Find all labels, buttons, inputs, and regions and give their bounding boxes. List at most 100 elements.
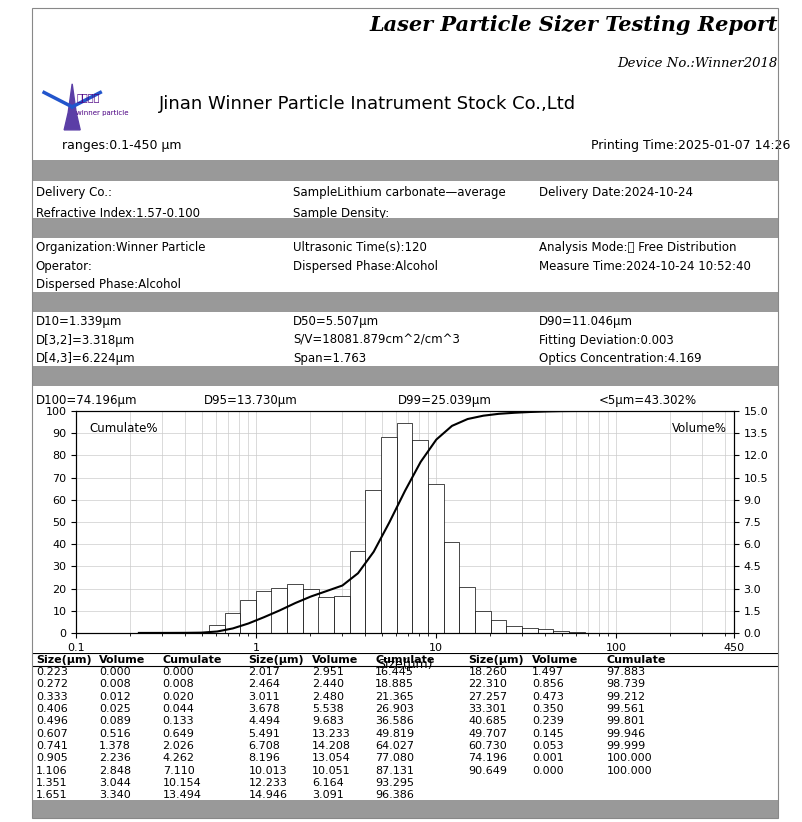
Text: 0.223: 0.223 [36,667,67,677]
Text: 2.848: 2.848 [99,765,132,776]
Text: 4.262: 4.262 [163,753,195,764]
Text: 5.491: 5.491 [249,728,280,739]
Text: 0.020: 0.020 [163,691,194,702]
Text: 99.561: 99.561 [606,704,646,714]
Text: 4.494: 4.494 [249,716,281,727]
Text: 90.649: 90.649 [468,765,508,776]
Text: 100.000: 100.000 [606,765,652,776]
Text: 5.538: 5.538 [312,704,343,714]
Text: Refractive Index:1.57-0.100: Refractive Index:1.57-0.100 [36,207,200,219]
Bar [366,490,381,633]
Text: Ultrasonic Time(s):120: Ultrasonic Time(s):120 [293,241,427,254]
Text: Fitting Deviation:0.003: Fitting Deviation:0.003 [539,334,674,347]
Text: D99=25.039μm: D99=25.039μm [398,394,492,407]
Text: 2.480: 2.480 [312,691,344,702]
Text: 0.496: 0.496 [36,716,67,727]
Text: 27.257: 27.257 [468,691,508,702]
Text: 0.133: 0.133 [163,716,194,727]
Text: 10.013: 10.013 [249,765,287,776]
Text: D50=5.507μm: D50=5.507μm [293,315,379,328]
Text: 2.464: 2.464 [249,679,281,690]
Bar [460,587,475,633]
Bar [397,423,412,633]
Text: D[4,3]=6.224μm: D[4,3]=6.224μm [36,353,136,366]
Text: 99.946: 99.946 [606,728,646,739]
Text: Volume%: Volume% [672,423,727,435]
Text: D100=74.196μm: D100=74.196μm [36,394,137,407]
Text: 14.208: 14.208 [312,741,350,751]
Text: 0.008: 0.008 [99,679,131,690]
Text: 13.494: 13.494 [163,790,201,801]
Text: 3.678: 3.678 [249,704,280,714]
Bar [193,631,209,633]
Text: SampleLithium carbonate—average: SampleLithium carbonate—average [293,187,506,200]
Text: Laser Particle Sizer Testing Report: Laser Particle Sizer Testing Report [370,15,778,35]
Text: 微纳颗粒: 微纳颗粒 [76,93,99,103]
Text: Delivery Date:2024-10-24: Delivery Date:2024-10-24 [539,187,693,200]
Bar [428,484,444,633]
Text: D90=11.046μm: D90=11.046μm [539,315,634,328]
Text: 0.145: 0.145 [532,728,564,739]
Text: 3.091: 3.091 [312,790,343,801]
Bar [444,542,460,633]
Text: 96.386: 96.386 [375,790,414,801]
Text: Jinan Winner Particle Inatrument Stock Co.,Ltd: Jinan Winner Particle Inatrument Stock C… [159,95,576,113]
Bar [225,612,241,633]
Text: Size(μm): Size(μm) [36,654,91,665]
Text: 97.883: 97.883 [606,667,646,677]
Text: 0.000: 0.000 [163,667,194,677]
Text: Measure Time:2024-10-24 10:52:40: Measure Time:2024-10-24 10:52:40 [539,260,751,273]
Text: 2.236: 2.236 [99,753,131,764]
Text: Dispersed Phase:Alcohol: Dispersed Phase:Alcohol [293,260,438,273]
Text: 36.586: 36.586 [375,716,414,727]
Text: 33.301: 33.301 [468,704,507,714]
Text: 13.054: 13.054 [312,753,350,764]
Text: 100.000: 100.000 [606,753,652,764]
Text: 0.239: 0.239 [532,716,564,727]
Text: Sample Density:: Sample Density: [293,207,390,219]
Text: 8.196: 8.196 [249,753,280,764]
Bar [209,626,225,633]
Text: 0.649: 0.649 [163,728,194,739]
Text: 12.233: 12.233 [249,778,287,788]
Text: 18.885: 18.885 [375,679,414,690]
Bar [491,621,506,633]
Text: 3.340: 3.340 [99,790,131,801]
Bar [506,626,522,633]
Text: 0.406: 0.406 [36,704,67,714]
Text: Cumulate%: Cumulate% [89,423,158,435]
Text: 1.651: 1.651 [36,790,67,801]
Text: Operator:: Operator: [36,260,93,273]
Text: 99.801: 99.801 [606,716,646,727]
Text: Testing Information: Testing Information [36,222,166,234]
Text: 99.999: 99.999 [606,741,646,751]
Text: 2.440: 2.440 [312,679,344,690]
Bar [537,630,553,633]
Text: Organization:Winner Particle: Organization:Winner Particle [36,241,205,254]
Bar [287,584,303,633]
Bar [318,597,334,633]
Text: Cumulate: Cumulate [606,654,666,665]
Text: 26.903: 26.903 [375,704,414,714]
Text: 99.212: 99.212 [606,691,646,702]
Bar [303,589,318,633]
Text: D95=13.730μm: D95=13.730μm [204,394,298,407]
Text: 0.025: 0.025 [99,704,131,714]
Text: 2.026: 2.026 [163,741,194,751]
Text: 77.080: 77.080 [375,753,414,764]
Text: 0.473: 0.473 [532,691,564,702]
Text: 0.272: 0.272 [36,679,68,690]
Text: 16.445: 16.445 [375,667,414,677]
Text: 0.741: 0.741 [36,741,67,751]
Bar [553,630,569,633]
Text: Printing Time:2025-01-07 14:26: Printing Time:2025-01-07 14:26 [592,139,791,152]
Text: Span=1.763: Span=1.763 [293,353,367,366]
Text: 0.053: 0.053 [532,741,564,751]
Bar [256,591,272,633]
Text: Analysis Result: Analysis Result [36,296,137,308]
Text: 13.233: 13.233 [312,728,350,739]
Text: 0.905: 0.905 [36,753,67,764]
Bar [381,437,397,633]
Text: 49.819: 49.819 [375,728,415,739]
Text: Size(μm): Size(μm) [468,654,524,665]
